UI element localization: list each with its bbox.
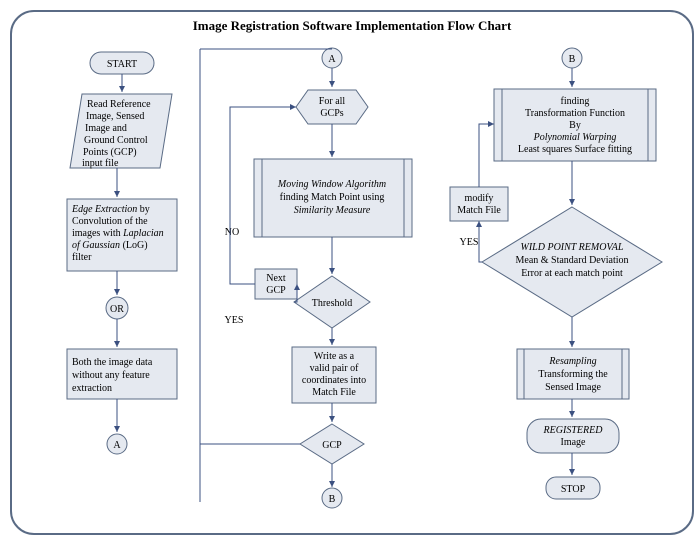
svg-text:Edge Extraction by: Edge Extraction by <box>71 204 150 215</box>
svg-text:Image and: Image and <box>85 123 127 134</box>
svg-text:of Gaussian (LoG): of Gaussian (LoG) <box>72 240 148 251</box>
svg-text:Ground Control: Ground Control <box>84 135 148 146</box>
svg-text:without any feature: without any feature <box>72 370 150 381</box>
svg-text:By: By <box>569 120 581 131</box>
svg-text:Match File: Match File <box>457 205 501 216</box>
svg-text:images with Laplacian: images with Laplacian <box>72 228 164 239</box>
flowchart-frame: Image Registration Software Implementati… <box>10 10 694 535</box>
svg-text:Error at each match point: Error at each match point <box>521 268 623 279</box>
svg-text:Write as a: Write as a <box>314 351 355 362</box>
yes-label-2: YES <box>460 237 479 248</box>
svg-text:Sensed Image: Sensed Image <box>545 382 601 393</box>
svg-text:Image: Image <box>561 437 587 448</box>
svg-text:Moving Window Algorithm: Moving Window Algorithm <box>277 179 386 190</box>
svg-text:Both the image data: Both the image data <box>72 357 153 368</box>
svg-text:coordinates into: coordinates into <box>302 375 366 386</box>
svg-text:Least squares Surface fitting: Least squares Surface fitting <box>518 144 632 155</box>
svg-text:finding: finding <box>561 96 590 107</box>
svg-text:Read Reference: Read Reference <box>87 99 151 110</box>
svg-text:Image, Sensed: Image, Sensed <box>86 111 144 122</box>
svg-text:A: A <box>328 54 336 65</box>
svg-text:valid pair of: valid pair of <box>310 363 360 374</box>
start-label: START <box>107 59 137 70</box>
svg-text:Next: Next <box>266 273 286 284</box>
svg-text:filter: filter <box>72 252 92 263</box>
svg-text:WILD POINT REMOVAL: WILD POINT REMOVAL <box>521 242 624 253</box>
svg-text:STOP: STOP <box>561 484 586 495</box>
yes-label-1: YES <box>225 315 244 326</box>
no-label: NO <box>225 227 239 238</box>
svg-text:Similarity Measure: Similarity Measure <box>294 205 371 216</box>
svg-text:GCPs: GCPs <box>320 108 343 119</box>
svg-text:Transformation Function: Transformation Function <box>525 108 625 119</box>
svg-text:Convolution of the: Convolution of the <box>72 216 148 227</box>
svg-text:extraction: extraction <box>72 383 112 394</box>
svg-text:A: A <box>113 440 121 451</box>
svg-text:Threshold: Threshold <box>312 298 353 309</box>
svg-text:Mean & Standard Deviation: Mean & Standard Deviation <box>515 255 628 266</box>
svg-text:Resampling: Resampling <box>548 356 596 367</box>
svg-text:Match File: Match File <box>312 387 356 398</box>
svg-text:Polynomial Warping: Polynomial Warping <box>533 132 617 143</box>
svg-text:REGISTERED: REGISTERED <box>543 425 604 436</box>
svg-text:GCP: GCP <box>266 285 286 296</box>
svg-text:GCP: GCP <box>322 440 342 451</box>
svg-text:Transforming the: Transforming the <box>538 369 608 380</box>
svg-text:Points (GCP): Points (GCP) <box>83 147 137 158</box>
svg-text:B: B <box>329 494 336 505</box>
svg-text:OR: OR <box>110 304 124 315</box>
svg-text:B: B <box>569 54 576 65</box>
flowchart-svg: START Read Reference Image, Sensed Image… <box>12 12 692 533</box>
svg-text:For all: For all <box>319 96 346 107</box>
svg-text:finding Match Point using: finding Match Point using <box>280 192 385 203</box>
svg-text:input file: input file <box>82 158 119 169</box>
svg-text:modify: modify <box>465 193 494 204</box>
